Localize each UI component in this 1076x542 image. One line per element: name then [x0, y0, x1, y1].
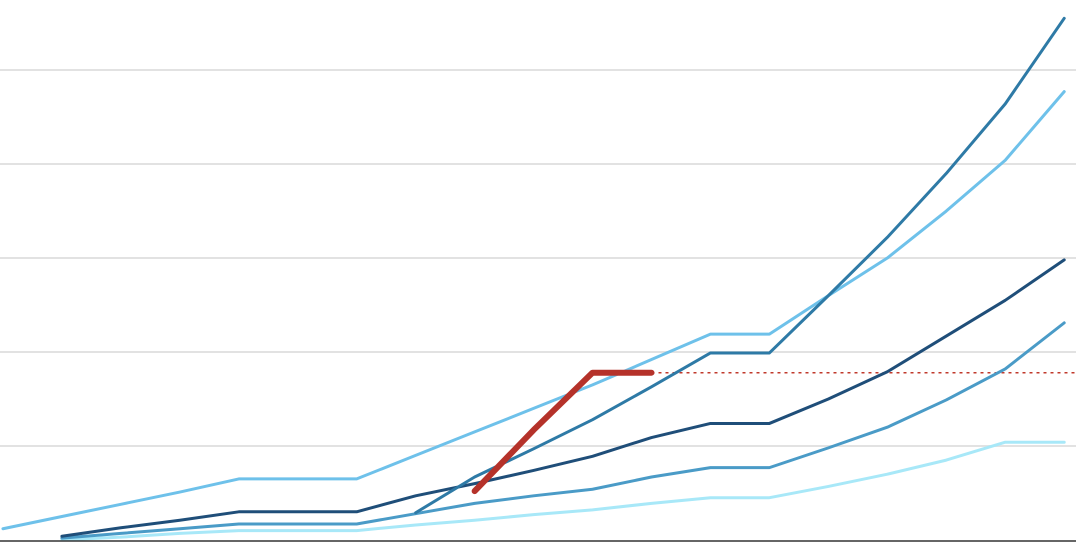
line-series: [60, 321, 1066, 540]
line-series: [471, 369, 655, 495]
line-series: [60, 258, 1066, 538]
line-series: [1, 90, 1066, 531]
line-series: [60, 440, 1066, 542]
line-series: [414, 16, 1066, 515]
